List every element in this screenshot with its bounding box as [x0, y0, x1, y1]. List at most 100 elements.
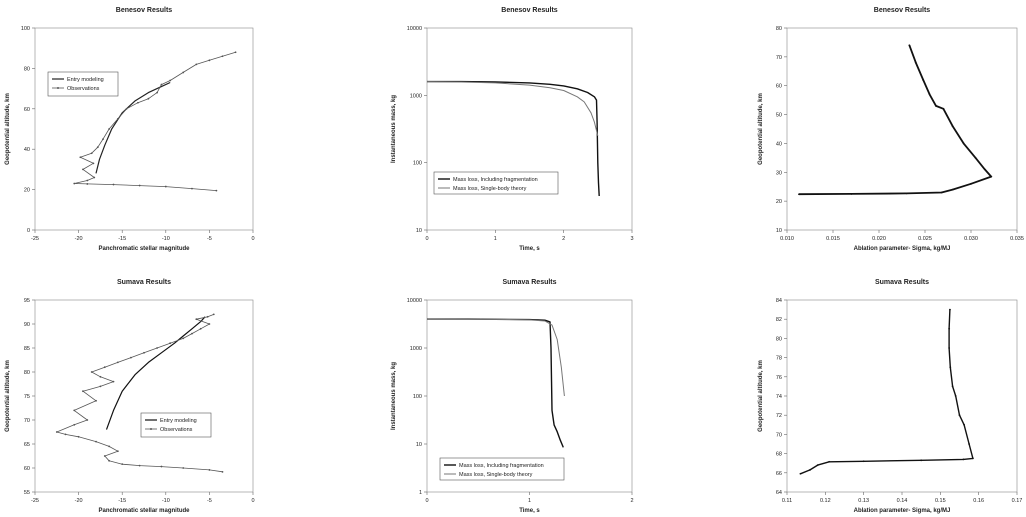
series-line: [56, 314, 223, 473]
y-tick-label: 60: [776, 84, 782, 90]
data-point: [862, 460, 865, 463]
data-point: [970, 182, 972, 185]
data-point: [160, 83, 163, 86]
data-point: [90, 371, 93, 373]
series-1: [798, 44, 993, 196]
x-tick-label: -5: [207, 236, 212, 242]
y-tick-label: 80: [776, 336, 782, 342]
data-point: [164, 185, 167, 188]
data-point: [928, 93, 931, 96]
series-line: [73, 51, 236, 191]
data-point: [90, 152, 93, 155]
chart-3: Benesov Results 0.010 0.015 0.020 0.025 0.030…: [758, 7, 1024, 252]
data-point: [208, 59, 211, 62]
legend: Mass loss, Including fragmentation Mass l…: [433, 171, 559, 195]
x-tick-label: 3: [630, 236, 633, 242]
y-tick-label: 76: [776, 375, 782, 381]
x-tick-label: -10: [162, 236, 170, 242]
series-mass-loss-including-fragmentation: [427, 80, 600, 197]
x-tick-label: 0.12: [820, 498, 831, 504]
y-tick-label: 20: [776, 199, 782, 205]
y-tick-label: 40: [24, 147, 30, 153]
data-point: [121, 463, 124, 466]
data-point: [82, 168, 84, 171]
y-tick-label: 64: [776, 490, 782, 496]
legend-marker: [57, 87, 59, 89]
legend-box: [47, 71, 119, 97]
series-line: [95, 81, 171, 174]
y-tick-label: 80: [776, 26, 782, 32]
data-point: [108, 459, 111, 462]
data-point: [799, 472, 802, 475]
plot-frame: [426, 27, 633, 231]
series-line: [426, 81, 599, 137]
data-point: [914, 61, 917, 64]
data-point: [82, 390, 84, 393]
y-axis-label: Geopotential altitude, km: [5, 93, 11, 165]
series-entry-modeling: [105, 316, 206, 430]
data-point: [972, 457, 974, 460]
data-point: [954, 395, 957, 397]
legend-entry: Entry modeling: [67, 77, 104, 83]
legend-entry: Mass loss, Single-body theory: [453, 186, 527, 192]
x-axis-label: Panchromatic stellar magnitude: [98, 508, 190, 514]
data-point: [73, 409, 76, 412]
y-tick-label: 68: [776, 452, 782, 458]
data-point: [199, 327, 202, 330]
data-point: [99, 375, 102, 378]
legend-entry: Observations: [67, 86, 100, 92]
chart-title: Sumava Results: [502, 279, 556, 286]
plot-frame: [34, 299, 254, 493]
legend: Mass loss, Including fragmentation Mass l…: [439, 457, 565, 481]
data-point: [147, 97, 150, 100]
data-point: [208, 469, 211, 471]
y-tick-label: 82: [776, 317, 782, 323]
y-tick-label: 40: [776, 141, 782, 147]
data-point: [850, 193, 853, 195]
x-tick-label: 0.015: [826, 236, 840, 242]
chart-2: Benesov Results 0 1 2 3 10 100 1000 10000 Time, s…: [391, 7, 634, 252]
legend-entry: Mass loss, Including fragmentation: [459, 463, 544, 469]
data-point: [951, 385, 954, 388]
series-line: [105, 316, 206, 430]
data-point: [86, 183, 89, 185]
data-point: [182, 71, 185, 74]
data-point: [92, 162, 95, 165]
data-point: [73, 182, 76, 185]
x-tick-label: -5: [207, 498, 212, 504]
y-tick-label: 30: [776, 170, 782, 176]
legend-entry: Mass loss, Single-body theory: [459, 472, 533, 478]
data-point: [962, 458, 965, 461]
data-point: [798, 193, 800, 196]
y-tick-label: 80: [24, 66, 30, 72]
data-point: [816, 464, 819, 467]
data-point: [160, 465, 163, 468]
series-1: [799, 308, 974, 475]
chart-title: Benesov Results: [501, 7, 558, 14]
y-tick-label: 75: [24, 394, 30, 400]
series-entry-modeling: [95, 81, 171, 174]
y-tick-label: 10: [416, 442, 422, 448]
data-point: [206, 315, 209, 318]
y-tick-label: 84: [776, 298, 782, 304]
y-tick-label: 100: [413, 394, 422, 400]
data-point: [138, 464, 141, 467]
x-tick-label: 0: [425, 236, 428, 242]
series-mass-loss-single-body-theory: [426, 81, 599, 137]
data-point: [95, 440, 97, 443]
y-tick-label: 80: [24, 370, 30, 376]
y-axis-label: Geopotential altitude, km: [758, 360, 764, 432]
data-point: [169, 342, 172, 345]
y-tick-label: 55: [24, 490, 30, 496]
data-point: [948, 347, 951, 349]
data-point: [169, 79, 172, 82]
data-point: [208, 323, 211, 325]
data-point: [130, 356, 132, 359]
legend-box: [140, 412, 212, 438]
series-line: [426, 318, 565, 397]
series-mass-loss-single-body-theory: [426, 318, 565, 397]
chart-4: Sumava Results -25 -20 -15 -10 -5 0 55 60 65 70 75 8…: [5, 279, 255, 514]
data-point: [191, 187, 193, 190]
data-point: [112, 183, 115, 186]
y-tick-label: 100: [413, 161, 422, 167]
